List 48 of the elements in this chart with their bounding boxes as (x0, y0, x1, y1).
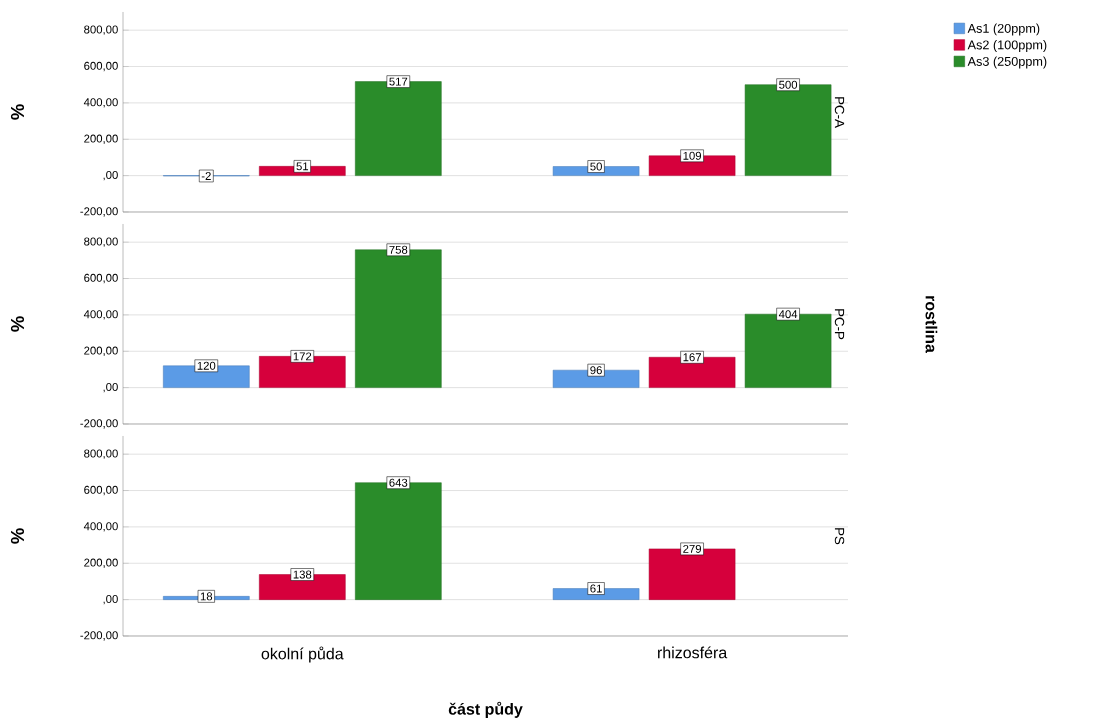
data-label: 61 (590, 584, 602, 593)
y-tick-label: -200,00 (80, 419, 118, 429)
data-label: 279 (683, 544, 702, 553)
text: PC-P (834, 308, 845, 340)
data-label: 50 (590, 162, 602, 171)
x-tick-label: rhizosféra (658, 646, 728, 659)
text: PS (834, 528, 845, 545)
y-tick-label: 400,00 (83, 522, 118, 532)
data-label: 51 (296, 162, 309, 171)
data-label: 18 (200, 592, 213, 601)
y-tick-label: 400,00 (83, 98, 118, 108)
y-axis-title: % (10, 316, 25, 332)
data-label: 517 (389, 77, 408, 86)
data-label: 96 (590, 365, 602, 374)
y-tick-label: -200,00 (80, 207, 118, 217)
y-tick-label: -200,00 (80, 631, 118, 641)
data-label: 758 (389, 245, 408, 254)
y-tick-label: 800,00 (84, 449, 118, 459)
data-label: 172 (293, 352, 312, 361)
y-tick-label: 600,00 (84, 485, 118, 496)
data-label: 109 (683, 151, 702, 160)
y-tick-label: 200,00 (84, 558, 118, 568)
data-label: -2 (201, 171, 211, 180)
y-axis-title: % (10, 103, 25, 120)
y2-axis-title: rostlina (925, 295, 938, 353)
y-tick-label: 400,00 (83, 310, 118, 320)
legend-label: As1 (20ppm) (967, 23, 1040, 36)
y-tick-label: 600,00 (84, 273, 118, 284)
y-axis-title: % (10, 528, 25, 544)
y-tick-label: 800,00 (84, 237, 118, 247)
legend-label: As3 (250ppm) (967, 56, 1047, 69)
y-tick-label: ,00 (103, 170, 118, 181)
y-tick-label: 200,00 (84, 134, 118, 144)
legend-label: As2 (100ppm) (967, 39, 1047, 52)
y-tick-label: 600,00 (84, 61, 118, 72)
data-label: 404 (778, 309, 798, 318)
y-tick-label: ,00 (103, 594, 118, 605)
data-label: 138 (293, 570, 312, 579)
x-axis-title: část půdy (448, 701, 523, 718)
data-label: 120 (197, 361, 216, 370)
x-tick-label: okolní půda (261, 646, 344, 663)
data-label: 500 (779, 80, 798, 89)
y-tick-label: 200,00 (84, 346, 118, 356)
data-label: 167 (683, 353, 701, 362)
text: PC-A (834, 96, 845, 128)
y-tick-label: ,00 (103, 382, 118, 393)
y-tick-label: 800,00 (84, 25, 118, 35)
data-label: 643 (389, 478, 408, 487)
